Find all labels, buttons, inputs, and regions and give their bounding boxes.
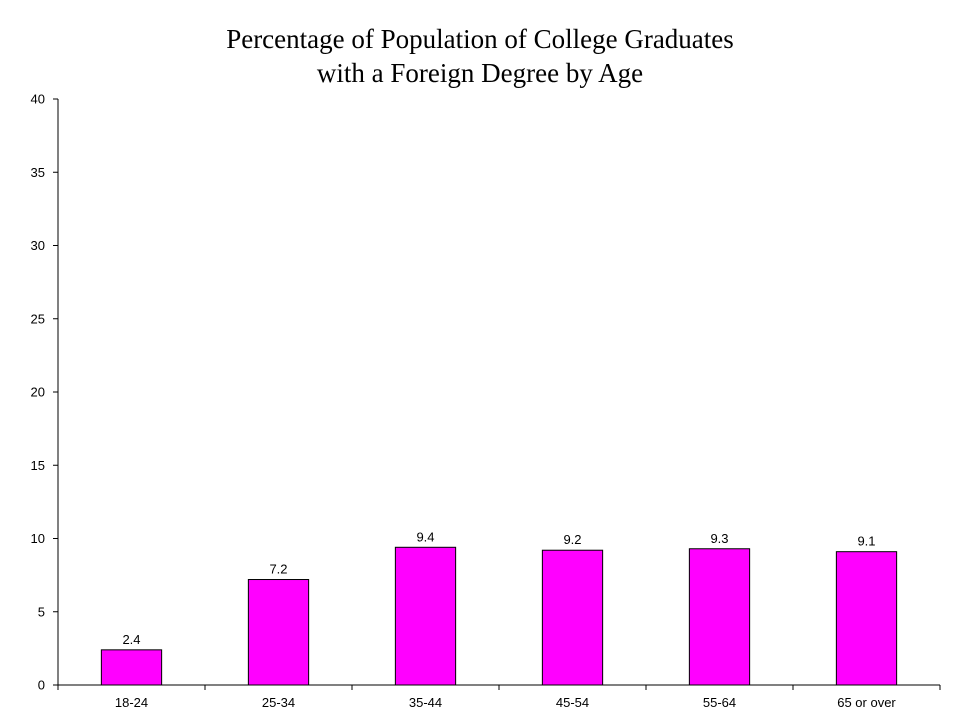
data-labels: 2.4 7.2 9.4 9.2 9.3 9.1 [122, 529, 875, 647]
x-tick-label: 65 or over [837, 695, 896, 710]
y-tick-label: 30 [31, 238, 45, 253]
bar [835, 551, 898, 686]
y-tick-label: 5 [38, 604, 45, 619]
x-tick-label: 45-54 [556, 695, 589, 710]
x-tick-label: 35-44 [409, 695, 442, 710]
y-tick-label: 10 [31, 531, 45, 546]
y-tick-label: 0 [38, 678, 45, 693]
x-tick-label: 25-34 [262, 695, 295, 710]
x-tick-label: 18-24 [115, 695, 148, 710]
bar [688, 548, 751, 686]
chart-title: Percentage of Population of College Grad… [0, 22, 960, 90]
y-tick-label: 40 [31, 92, 45, 107]
data-label: 9.1 [857, 534, 875, 549]
data-label: 9.4 [416, 529, 434, 544]
data-label: 2.4 [122, 632, 140, 647]
data-label: 7.2 [269, 562, 287, 577]
x-axis: 18-24 25-34 35-44 45-54 55-64 65 or over [57, 684, 941, 710]
bar [100, 649, 163, 686]
data-label: 9.2 [563, 532, 581, 547]
y-tick-label: 25 [31, 311, 45, 326]
y-axis: 0 5 10 15 20 25 30 35 40 [31, 92, 59, 693]
chart-title-line-1: Percentage of Population of College Grad… [226, 24, 734, 54]
y-tick-label: 15 [31, 458, 45, 473]
data-label: 9.3 [710, 531, 728, 546]
x-tick-label: 55-64 [703, 695, 736, 710]
bars [100, 546, 898, 686]
y-tick-label: 20 [31, 385, 45, 400]
bar [541, 549, 604, 686]
chart-title-line-2: with a Foreign Degree by Age [316, 58, 644, 88]
y-tick-label: 35 [31, 165, 45, 180]
bar [394, 546, 457, 686]
bar [247, 579, 310, 686]
